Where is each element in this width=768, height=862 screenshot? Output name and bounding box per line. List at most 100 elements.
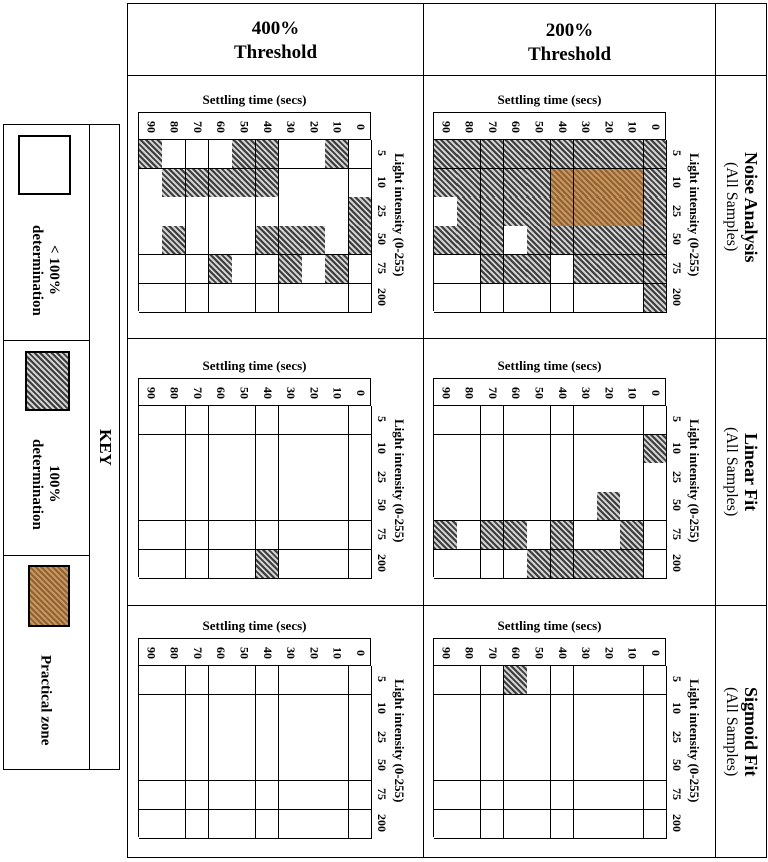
- panel-linear-fit-400-threshold-cell-y50-x20: [302, 492, 326, 522]
- panel-linear-fit-400-threshold-cell-y75-x70: [185, 520, 210, 550]
- panel-linear-fit-400-threshold-cell-y10-x30: [278, 434, 303, 464]
- panel-sigmoid-fit-400-threshold-cell-y5-x90: [139, 666, 163, 696]
- figure-frame: [127, 3, 767, 858]
- panel-linear-fit-200-threshold-cell-y25-x10: [620, 463, 645, 493]
- panel-linear-fit-200-threshold-cell-y25-x90: [434, 463, 458, 493]
- panel-noise-analysis-200-threshold-cell-y10-x20: [597, 168, 621, 198]
- panel-sigmoid-fit-200-threshold-y-tick-50: 50: [670, 759, 684, 772]
- panel-linear-fit-400-threshold-cell-y5-x0: [348, 406, 373, 436]
- panel-linear-fit-400-threshold-cell-y10-x60: [208, 434, 233, 464]
- panel-sigmoid-fit-400-threshold-cell-y200-x40: [255, 809, 280, 839]
- panel-noise-analysis-200-threshold-y-tick-50: 50: [670, 233, 684, 246]
- panel-sigmoid-fit-400-threshold-x-tick-40: 40: [260, 647, 275, 659]
- panel-noise-analysis-400-threshold-x-tick-0: 0: [353, 124, 368, 130]
- panel-linear-fit-400-threshold-cell-y5-x70: [185, 406, 210, 436]
- panel-noise-analysis-200-threshold-cell-y10-x0: [643, 168, 668, 198]
- panel-noise-analysis-400-threshold-cell-y5-x50: [232, 140, 256, 170]
- panel-noise-analysis-200-threshold-cell-y50-x60: [503, 226, 528, 256]
- panel-sigmoid-fit-200-threshold-cell-y10-x80: [457, 694, 482, 724]
- panel-linear-fit-200-threshold-y-tick-5: 5: [670, 416, 684, 423]
- panel-sigmoid-fit-200-threshold-cell-y10-x30: [573, 694, 598, 724]
- panel-sigmoid-fit-400-threshold-grid: [138, 665, 373, 839]
- panel-sigmoid-fit-200-threshold-cell-y50-x90: [434, 752, 458, 782]
- panel-linear-fit-200-threshold-cell-y25-x80: [457, 463, 482, 493]
- panel-sigmoid-fit-200-threshold-cell-y50-x60: [503, 752, 528, 782]
- panel-linear-fit-200-threshold-cell-y75-x70: [480, 520, 505, 550]
- panel-noise-analysis-200-threshold-cell-y75-x90: [434, 254, 458, 284]
- panel-sigmoid-fit-200-threshold-cell-y5-x30: [573, 666, 598, 696]
- panel-noise-analysis-200-threshold-cell-y5-x20: [597, 140, 621, 170]
- panel-sigmoid-fit-200-threshold-cell-y25-x20: [597, 723, 621, 753]
- panel-sigmoid-fit-200-threshold-x-tick-40: 40: [555, 647, 570, 659]
- panel-noise-analysis-400-threshold-cell-y75-x20: [302, 254, 326, 284]
- panel-sigmoid-fit-200-threshold-cell-y200-x40: [550, 809, 575, 839]
- panel-sigmoid-fit-200-threshold-cell-y25-x30: [573, 723, 598, 753]
- panel-sigmoid-fit-200-threshold-cell-y5-x60: [503, 666, 528, 696]
- panel-noise-analysis-400-threshold-cell-y75-x10: [325, 254, 350, 284]
- panel-noise-analysis-400-threshold-cell-y50-x20: [302, 226, 326, 256]
- panel-linear-fit-400-threshold-cell-y50-x10: [325, 492, 350, 522]
- panel-noise-analysis-200-threshold-cell-y5-x60: [503, 140, 528, 170]
- panel-noise-analysis-400-threshold-x-tick-70: 70: [190, 121, 205, 133]
- panel-sigmoid-fit-200-threshold-cell-y50-x10: [620, 752, 645, 782]
- panel-linear-fit-200-threshold-y-tick-50: 50: [670, 499, 684, 512]
- panel-sigmoid-fit-400-threshold-cell-y5-x10: [325, 666, 350, 696]
- column-header-400-line2: Threshold: [233, 42, 318, 63]
- panel-linear-fit-400-threshold-cell-y5-x10: [325, 406, 350, 436]
- panel-sigmoid-fit-400-threshold-cell-y5-x40: [255, 666, 280, 696]
- panel-noise-analysis-400-threshold-cell-y10-x0: [348, 168, 373, 198]
- panel-sigmoid-fit-400-threshold-y-tick-50: 50: [375, 759, 389, 772]
- panel-noise-analysis-200-threshold-x-tick-20: 20: [602, 121, 617, 133]
- panel-sigmoid-fit-400-threshold-cell-y10-x0: [348, 694, 373, 724]
- panel-sigmoid-fit-200-threshold-cell-y10-x50: [527, 694, 551, 724]
- panel-sigmoid-fit-400-threshold-cell-y10-x60: [208, 694, 233, 724]
- panel-linear-fit-200-threshold-cell-y25-x70: [480, 463, 505, 493]
- panel-noise-analysis-200-threshold-cell-y50-x50: [527, 226, 551, 256]
- panel-noise-analysis-400-threshold-cell-y75-x30: [278, 254, 303, 284]
- panel-linear-fit-400-threshold-grid: [138, 405, 373, 579]
- panel-linear-fit-200-threshold-cell-y200-x90: [434, 549, 458, 579]
- panel-noise-analysis-400-threshold-cell-y25-x0: [348, 197, 373, 227]
- panel-linear-fit-400-threshold-cell-y25-x20: [302, 463, 326, 493]
- panel-sigmoid-fit-400-threshold-cell-y50-x30: [278, 752, 303, 782]
- panel-sigmoid-fit-400-threshold-cell-y200-x90: [139, 809, 163, 839]
- panel-noise-analysis-400-threshold-cell-y5-x80: [162, 140, 187, 170]
- panel-linear-fit-400-threshold-cell-y200-x0: [348, 549, 373, 579]
- panel-noise-analysis-400-threshold-cell-y50-x80: [162, 226, 187, 256]
- panel-linear-fit-200-threshold-cell-y5-x0: [643, 406, 668, 436]
- panel-linear-fit-400-threshold-cell-y25-x80: [162, 463, 187, 493]
- panel-sigmoid-fit-400-threshold-cell-y200-x80: [162, 809, 187, 839]
- panel-noise-analysis-200-threshold-cell-y10-x50: [527, 168, 551, 198]
- panel-linear-fit-400-threshold-y-tick-50: 50: [375, 499, 389, 512]
- panel-linear-fit-200-threshold-cell-y10-x90: [434, 434, 458, 464]
- panel-sigmoid-fit-200-threshold-x-tick-20: 20: [602, 647, 617, 659]
- panel-noise-analysis-200-threshold-cell-y75-x70: [480, 254, 505, 284]
- panel-sigmoid-fit-400-threshold-y-tick-10: 10: [375, 702, 389, 715]
- panel-linear-fit-400-threshold-cell-y50-x60: [208, 492, 233, 522]
- panel-noise-analysis-400-threshold-y-tick-10: 10: [375, 176, 389, 189]
- panel-noise-analysis-400-threshold-cell-y50-x90: [139, 226, 163, 256]
- panel-noise-analysis-400-threshold-cell-y25-x30: [278, 197, 303, 227]
- panel-noise-analysis-400-threshold-x-tick-90: 90: [144, 121, 159, 133]
- panel-linear-fit-400-threshold-cell-y25-x40: [255, 463, 280, 493]
- panel-linear-fit-400-threshold-cell-y5-x40: [255, 406, 280, 436]
- panel-sigmoid-fit-400-threshold-cell-y75-x90: [139, 780, 163, 810]
- panel-noise-analysis-200-threshold-cell-y200-x0: [643, 283, 668, 313]
- panel-sigmoid-fit-200-threshold-cell-y10-x20: [597, 694, 621, 724]
- panel-sigmoid-fit-200-threshold-cell-y5-x10: [620, 666, 645, 696]
- panel-sigmoid-fit-200-threshold-x-tick-30: 30: [579, 647, 594, 659]
- panel-noise-analysis-200-threshold-cell-y50-x20: [597, 226, 621, 256]
- panel-noise-analysis-200-threshold-x-title: Settling time (secs): [497, 92, 602, 107]
- panel-sigmoid-fit-400-threshold-cell-y25-x10: [325, 723, 350, 753]
- panel-noise-analysis-400-threshold-grid: [138, 139, 373, 313]
- panel-sigmoid-fit-200-threshold-cell-y50-x50: [527, 752, 551, 782]
- panel-linear-fit-400-threshold-cell-y10-x20: [302, 434, 326, 464]
- panel-linear-fit-400-threshold: Settling time (secs) 90 80 70 60 50 40 30 20 10 0 5…: [138, 358, 413, 588]
- panel-noise-analysis-200-threshold-cell-y200-x90: [434, 283, 458, 313]
- panel-sigmoid-fit-200-threshold-cell-y200-x50: [527, 809, 551, 839]
- panel-sigmoid-fit-200-threshold-cell-y25-x70: [480, 723, 505, 753]
- panel-noise-analysis-200-threshold-y-tick-10: 10: [670, 176, 684, 189]
- panel-sigmoid-fit-200-threshold-x-tick-80: 80: [462, 647, 477, 659]
- panel-linear-fit-200-threshold-cell-y5-x40: [550, 406, 575, 436]
- panel-linear-fit-400-threshold-cell-y5-x30: [278, 406, 303, 436]
